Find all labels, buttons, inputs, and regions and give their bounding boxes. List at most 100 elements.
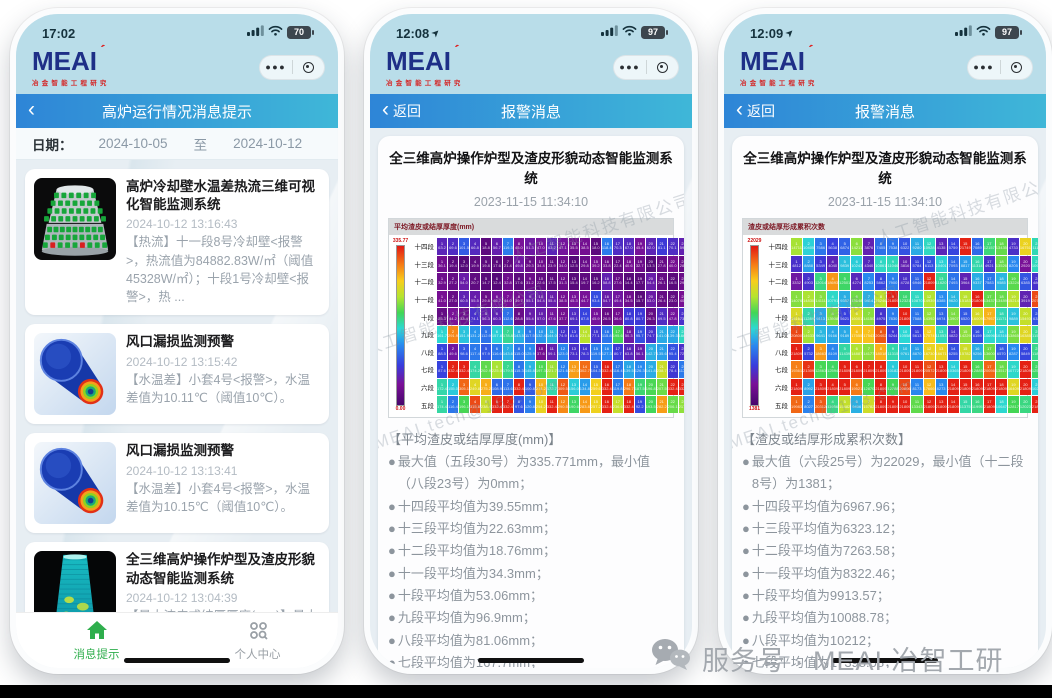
meai-logo: MEAI ˊ 冶金智能工程研究 bbox=[32, 41, 110, 87]
section-header: 【渣皮或结厚形成累积次数】 bbox=[742, 431, 912, 447]
heatmap-cell: 5 18.8 bbox=[480, 238, 491, 255]
heatmap-cell: 16 58.8 bbox=[601, 273, 612, 290]
heatmap-cell: 17 12157 bbox=[983, 238, 995, 255]
heatmap-cell: 2 8888 bbox=[803, 255, 815, 273]
exit-circle-icon[interactable] bbox=[1001, 61, 1033, 73]
phone-screen-2: 12:08 ➤ 97 MEAI ˊ 冶金智能工程研究 ●●● bbox=[370, 14, 692, 668]
heatmap-row: 十一段 1 41.0 2 27.0 3 60.5 4 55.5 5 29.8 6 46.7 7 44.0 8 3… bbox=[411, 290, 684, 308]
heatmap-cell: 19 13224 bbox=[1007, 273, 1019, 290]
message-card[interactable]: 高炉冷却壁水温差热流三维可视化智能监测系统 2024-10-12 13:16:43… bbox=[25, 169, 329, 316]
back-button[interactable]: ‹ 返回 bbox=[736, 97, 775, 121]
tab-profile[interactable]: 个人中心 bbox=[177, 613, 338, 668]
heatmap-cell: 12 123.0 bbox=[557, 343, 568, 361]
heatmap-cell: 3 33.4 bbox=[458, 308, 469, 325]
heatmap-row-label: 九段 bbox=[765, 325, 790, 343]
heatmap-cell: 18 11171 bbox=[995, 308, 1007, 325]
heatmap-cell: 4 11956 bbox=[827, 396, 839, 413]
more-menu-icon[interactable]: ●●● bbox=[619, 61, 641, 72]
status-bar: 17:02 70 bbox=[16, 14, 338, 44]
chevron-left-icon: ‹ bbox=[382, 97, 389, 121]
heatmap-cell: 20 3919 bbox=[1019, 290, 1031, 308]
heatmap-cell: 16 127.3 bbox=[601, 343, 612, 361]
miniprogram-capsule[interactable]: ●●● bbox=[259, 54, 325, 80]
more-menu-icon[interactable]: ●●● bbox=[265, 61, 287, 72]
heatmap-cell: 6 108.9 bbox=[491, 378, 502, 396]
heatmap-cell: 18 40.6 bbox=[623, 255, 634, 273]
message-card[interactable]: 全三维高炉操作炉型及渣皮形貌动态智能监测系统 2024-10-12 13:04:3… bbox=[25, 542, 329, 612]
heatmap-cell: 3 9641 bbox=[815, 325, 827, 343]
heatmap-cell: 13 4135 bbox=[935, 238, 947, 255]
heatmap-cell: 7 143.6 bbox=[502, 343, 513, 361]
heatmap-cell: 6 9406 bbox=[851, 396, 863, 413]
meai-logo: MEAI ˊ 冶金智能工程研究 bbox=[740, 41, 818, 87]
heatmap-cell: 6 14211 bbox=[851, 238, 863, 255]
heatmap-cell: 18 50.3 bbox=[623, 325, 634, 343]
heatmap-cell: 10 57.0 bbox=[535, 308, 546, 325]
bullet-dot-icon: ● bbox=[388, 588, 396, 604]
apps-icon bbox=[248, 620, 268, 643]
heatmap-cell: 20 193.5 bbox=[645, 396, 656, 413]
heatmap-cell: 10 12321 bbox=[899, 290, 911, 308]
heatmap-cell: 6 56.7 bbox=[491, 238, 502, 255]
heatmap-cell: 6 17.6 bbox=[491, 255, 502, 273]
bullet-list: ● 最大值（五段30号）为335.771mm，最小值（八段23号）为0mm； ● 十四… bbox=[388, 451, 674, 668]
heatmap-cell: 20 54.4 bbox=[645, 273, 656, 290]
heatmap-cell: 4 8109 bbox=[827, 343, 839, 361]
heatmap-cell: 15 21809 bbox=[959, 361, 971, 378]
heatmap-cell: 7 17543 bbox=[863, 325, 875, 343]
heatmap-cell: 1 19983 bbox=[791, 396, 803, 413]
heatmap-cell: 14 134.8 bbox=[579, 378, 590, 396]
signal-icon bbox=[955, 23, 972, 41]
exit-circle-icon[interactable] bbox=[293, 61, 325, 73]
tab-messages[interactable]: 消息提示 bbox=[16, 613, 177, 668]
more-menu-icon[interactable]: ●●● bbox=[973, 61, 995, 72]
wechat-account-text: 服务号 · MEAI 冶智工研 bbox=[702, 646, 1004, 676]
heatmap-cell: 19 45.4 bbox=[634, 238, 645, 255]
heatmap-cell: 21 141.0 bbox=[656, 325, 667, 343]
heatmap-cell: 7 4340 bbox=[863, 255, 875, 273]
exit-circle-icon[interactable] bbox=[647, 61, 679, 73]
heatmap-cell: 10 21809 bbox=[899, 308, 911, 325]
heatmap-cell: 4 10791 bbox=[827, 290, 839, 308]
heatmap-row: 十二段 1 32.9 2 27.2 3 54.0 4 20.7 5 14.7 6 12.4 7 32.8 8 1… bbox=[411, 273, 684, 290]
back-button[interactable]: ‹ 返回 bbox=[382, 97, 421, 121]
heatmap-cell: 6 12.4 bbox=[491, 273, 502, 290]
heatmap-cell: 18 63.8 bbox=[623, 343, 634, 361]
heatmap-cell: 11 332.4 bbox=[546, 396, 557, 413]
heatmap-cell: 10 254.2 bbox=[535, 396, 546, 413]
date-from[interactable]: 2024-10-05 bbox=[98, 136, 168, 151]
location-arrow-icon: ➤ bbox=[429, 26, 444, 41]
heatmap-cell: 14 231.5 bbox=[579, 325, 590, 343]
heatmap-cell: 16 12885 bbox=[971, 361, 983, 378]
heatmap-cell: 10 54.4 bbox=[535, 290, 546, 308]
heatmap-cell: 4 174.2 bbox=[469, 361, 480, 378]
message-card[interactable]: 风口漏损监测预警 2024-10-12 13:15:42 【水温差】小套4号<报警>… bbox=[25, 324, 329, 425]
miniprogram-capsule[interactable]: ●●● bbox=[613, 54, 679, 80]
phone-frame-2: 12:08 ➤ 97 MEAI ˊ 冶金智能工程研究 ●●● bbox=[364, 8, 698, 674]
message-card[interactable]: 风口漏损监测预警 2024-10-12 13:13:41 【水温差】小套4号<报警>… bbox=[25, 433, 329, 534]
date-to[interactable]: 2024-10-12 bbox=[233, 136, 303, 151]
heatmap-cell: 17 22.4 bbox=[612, 255, 623, 273]
heatmap-cell: 10 20806 bbox=[899, 378, 911, 396]
back-button[interactable]: ‹ bbox=[28, 99, 39, 120]
wifi-icon bbox=[976, 23, 991, 41]
message-body: 【热流】十一段8号冷却壁<报警>，热流值为84882.83W/㎡（阈值45328… bbox=[126, 235, 314, 305]
heatmap-cell: 3 196.1 bbox=[458, 396, 469, 413]
bullet-item: ● 十二段平均值为7263.58； bbox=[742, 540, 1028, 562]
heatmap-cell: 20 5849 bbox=[1019, 343, 1031, 361]
heatmap-row: 十段 1 25.3 2 44.2 3 33.4 4 74.1 5 56.3 6 60.3 7 112.6 8 2… bbox=[411, 308, 684, 325]
heatmap-cell: 18 6570 bbox=[995, 343, 1007, 361]
heatmap-cell: 17 27.6 bbox=[612, 273, 623, 290]
heatmap-cell: 20 26.3 bbox=[645, 308, 656, 325]
heatmap-cell: 22 23.0 bbox=[667, 290, 678, 308]
heatmap-row: 十四段 1 14711 2 10405 3 7586 4 5638 5 6874 6 14211 7 387… bbox=[765, 238, 1038, 255]
heatmap-row-label: 十四段 bbox=[411, 238, 436, 255]
heatmap-row-label: 六段 bbox=[411, 378, 436, 396]
heatmap-cell: 17 119.8 bbox=[612, 378, 623, 396]
heatmap-colorbar: 335.77 0.00 bbox=[392, 238, 409, 412]
heatmap-cell: 9 11046 bbox=[887, 255, 899, 273]
miniprogram-capsule[interactable]: ●●● bbox=[967, 54, 1033, 80]
heatmap-cell: 14 19.7 bbox=[579, 273, 590, 290]
heatmap-cell: 8 28.8 bbox=[513, 308, 524, 325]
heatmap-cell: 6 21809 bbox=[851, 361, 863, 378]
